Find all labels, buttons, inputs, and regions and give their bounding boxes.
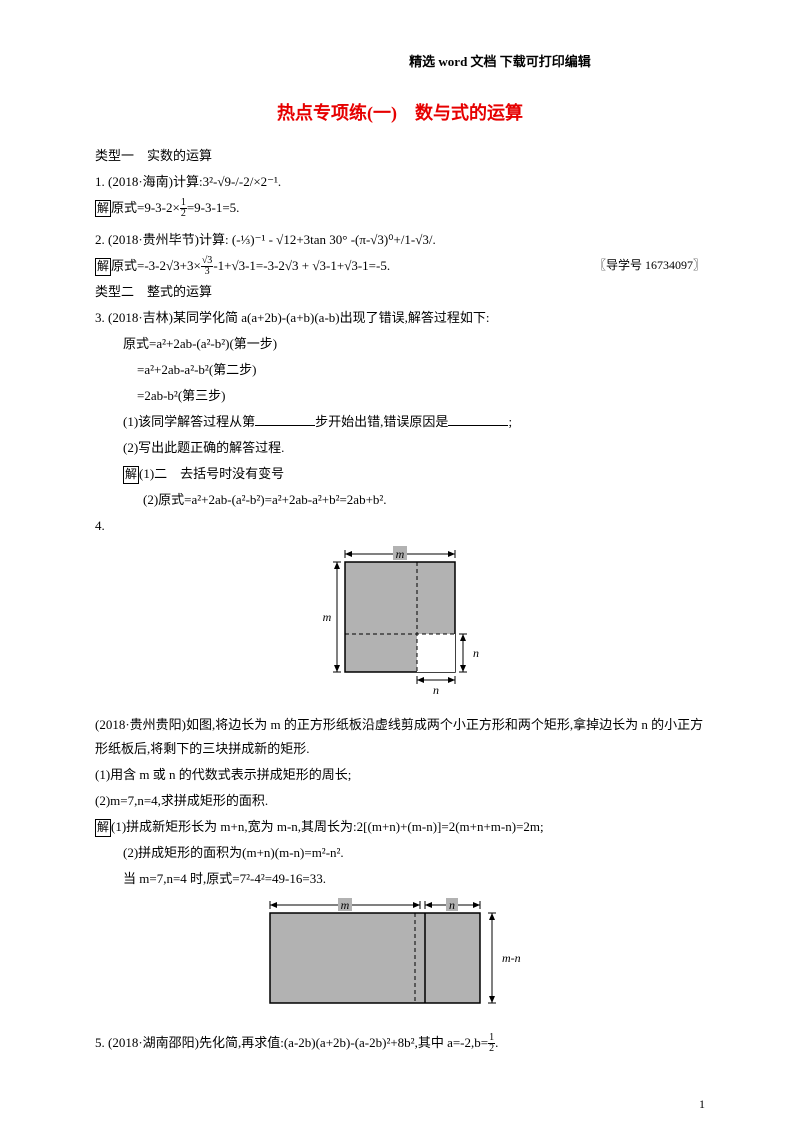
svg-text:n: n	[433, 683, 439, 697]
q3-part2: (2)写出此题正确的解答过程.	[95, 436, 705, 460]
section-2-title: 类型二 整式的运算	[95, 280, 705, 304]
page: 精选 word 文档 下载可打印编辑 热点专项练(一) 数与式的运算 类型一 实…	[0, 0, 800, 1132]
a1-frac: 12	[180, 198, 187, 219]
solution-label: 解	[95, 819, 111, 837]
a2-line: 解原式=-3-2√3+3×√33-1+√3-1=-3-2√3 + √3-1+√3…	[95, 254, 705, 278]
q4-body: (2018·贵州贵阳)如图,将边长为 m 的正方形纸板沿虚线剪成两个小正方形和两…	[95, 713, 705, 761]
reference-number: 〖导学号 16734097〗	[594, 254, 705, 276]
a3-2: (2)原式=a²+2ab-(a²-b²)=a²+2ab-a²+b²=2ab+b²…	[95, 488, 705, 512]
q3-step3: =2ab-b²(第三步)	[95, 384, 705, 408]
figure-2: m n m-n	[250, 897, 550, 1017]
q3-head: 3. (2018·吉林)某同学化简 a(a+2b)-(a+b)(a-b)出现了错…	[95, 306, 705, 330]
q2: 2. (2018·贵州毕节)计算: (-⅓)⁻¹ - √12+3tan 30° …	[95, 228, 705, 252]
q2-head: 2. (2018·贵州毕节)计算:	[95, 232, 229, 247]
solution-label: 解	[95, 258, 111, 276]
a4-3: 当 m=7,n=4 时,原式=7²-4²=49-16=33.	[95, 867, 705, 891]
q3-step1: 原式=a²+2ab-(a²-b²)(第一步)	[95, 332, 705, 356]
a4-1: 解(1)拼成新矩形长为 m+n,宽为 m-n,其周长为:2[(m+n)+(m-n…	[95, 815, 705, 839]
a2-mid: -1+√3-1=-3-2√3 + √3-1+√3-1=-5.	[213, 258, 390, 273]
a1-tail: =9-3-1=5.	[187, 200, 240, 215]
q5: 5. (2018·湖南邵阳)先化简,再求值:(a-2b)(a+2b)-(a-2b…	[95, 1031, 705, 1055]
svg-text:m: m	[323, 610, 332, 624]
blank-1	[255, 412, 315, 426]
svg-text:m: m	[341, 898, 350, 912]
q4-number: 4.	[95, 514, 705, 538]
a4-2: (2)拼成矩形的面积为(m+n)(m-n)=m²-n².	[95, 841, 705, 865]
q3-step2: =a²+2ab-a²-b²(第二步)	[95, 358, 705, 382]
q4-part2: (2)m=7,n=4,求拼成矩形的面积.	[95, 789, 705, 813]
a2-text: 原式=-3-2√3+3×	[111, 258, 201, 273]
svg-text:n: n	[449, 898, 455, 912]
svg-text:m: m	[396, 547, 405, 561]
main-title: 热点专项练(一) 数与式的运算	[95, 97, 705, 129]
a1: 解原式=9-3-2×12=9-3-1=5.	[95, 196, 705, 220]
a1-text: 原式=9-3-2×	[111, 200, 180, 215]
a3-1: 解(1)二 去括号时没有变号	[95, 462, 705, 486]
a2-frac: √33	[201, 256, 214, 277]
figure-1-wrap: m m n n	[95, 544, 705, 706]
q3-part1: (1)该同学解答过程从第步开始出错,错误原因是;	[95, 410, 705, 434]
figure-2-wrap: m n m-n	[95, 897, 705, 1024]
solution-label: 解	[95, 200, 111, 218]
q4-part1: (1)用含 m 或 n 的代数式表示拼成矩形的周长;	[95, 763, 705, 787]
figure-1: m m n n	[320, 544, 480, 699]
doc-header: 精选 word 文档 下载可打印编辑	[295, 50, 705, 73]
solution-label: 解	[123, 466, 139, 484]
svg-text:m-n: m-n	[502, 951, 521, 965]
page-number: 1	[699, 1094, 705, 1116]
q1: 1. (2018·海南)计算:3²-√9-/-2/×2⁻¹.	[95, 170, 705, 194]
svg-text:n: n	[473, 646, 479, 660]
blank-2	[448, 412, 508, 426]
section-1-title: 类型一 实数的运算	[95, 144, 705, 168]
q2-expr: (-⅓)⁻¹ - √12+3tan 30° -(π-√3)⁰+/1-√3/.	[232, 232, 436, 247]
